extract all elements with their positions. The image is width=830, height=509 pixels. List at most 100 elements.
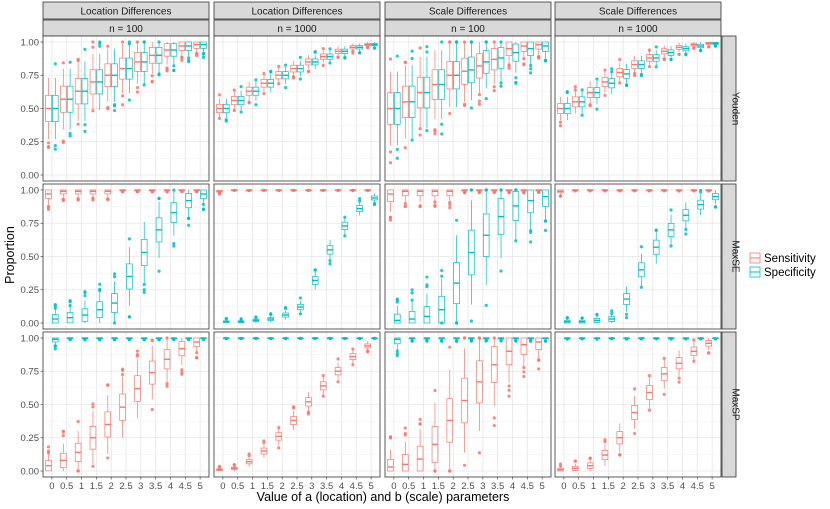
outlier-point bbox=[61, 139, 65, 143]
outlier-point bbox=[410, 291, 414, 295]
outlier-point bbox=[454, 40, 459, 44]
outlier-point bbox=[610, 309, 614, 313]
outlier-point bbox=[358, 336, 362, 341]
outlier-point bbox=[201, 337, 206, 342]
outlier-point bbox=[618, 57, 622, 62]
outlier-point bbox=[112, 272, 117, 276]
outlier-point bbox=[83, 129, 87, 133]
outlier-point bbox=[677, 189, 681, 193]
outlier-point bbox=[187, 216, 191, 221]
outlier-point bbox=[529, 230, 533, 235]
outlier-point bbox=[425, 338, 429, 342]
x-tick-label: 0 bbox=[220, 481, 225, 492]
box-sensitivity bbox=[402, 189, 409, 197]
outlier-point bbox=[492, 40, 496, 44]
outlier-point bbox=[448, 206, 452, 210]
outlier-point bbox=[499, 81, 503, 85]
outlier-point bbox=[298, 312, 302, 316]
outlier-point bbox=[537, 55, 541, 59]
outlier-point bbox=[239, 110, 243, 114]
outlier-point bbox=[336, 357, 340, 361]
outlier-point bbox=[83, 123, 87, 127]
y-tick-label: 1.00 bbox=[21, 185, 40, 196]
outlier-point bbox=[707, 351, 711, 355]
outlier-point bbox=[121, 368, 125, 372]
outlier-point bbox=[507, 388, 511, 392]
outlier-point bbox=[135, 90, 140, 94]
outlier-point bbox=[588, 189, 592, 193]
outlier-point bbox=[403, 426, 407, 430]
outlier-point bbox=[135, 352, 140, 357]
outlier-point bbox=[499, 40, 503, 44]
outlier-point bbox=[53, 306, 57, 310]
x-tick-label: 4.5 bbox=[179, 481, 192, 492]
outlier-point bbox=[172, 244, 176, 248]
outlier-point bbox=[440, 132, 444, 136]
outlier-point bbox=[157, 269, 161, 273]
outlier-point bbox=[677, 380, 681, 384]
outlier-point bbox=[112, 108, 117, 113]
outlier-point bbox=[262, 71, 266, 76]
outlier-point bbox=[68, 60, 72, 64]
outlier-point bbox=[425, 50, 429, 54]
outlier-point bbox=[121, 40, 125, 44]
panel-maxse-0 bbox=[42, 183, 210, 330]
box-sensitivity bbox=[387, 189, 394, 202]
outlier-point bbox=[46, 141, 51, 145]
outlier-point bbox=[106, 44, 110, 48]
x-tick-label: 2.5 bbox=[631, 481, 644, 492]
outlier-point bbox=[83, 291, 87, 295]
outlier-point bbox=[654, 45, 658, 49]
box-sensitivity bbox=[416, 189, 424, 197]
outlier-point bbox=[499, 339, 503, 343]
outlier-point bbox=[321, 47, 325, 51]
outlier-point bbox=[433, 129, 437, 133]
y-tick-label: 0.50 bbox=[21, 252, 40, 263]
panel-border bbox=[384, 331, 552, 478]
x-tick-label: 1.5 bbox=[261, 481, 274, 492]
outlier-point bbox=[135, 349, 140, 353]
outlier-point bbox=[522, 63, 526, 67]
outlier-point bbox=[624, 337, 629, 341]
outlier-point bbox=[603, 189, 607, 193]
outlier-point bbox=[46, 449, 51, 453]
outlier-point bbox=[492, 89, 496, 93]
outlier-point bbox=[440, 268, 444, 273]
outlier-point bbox=[336, 188, 340, 193]
outlier-point bbox=[603, 438, 607, 442]
outlier-point bbox=[201, 202, 206, 207]
outlier-point bbox=[507, 190, 511, 195]
outlier-point bbox=[142, 282, 146, 287]
outlier-point bbox=[558, 464, 563, 468]
outlier-point bbox=[321, 188, 325, 193]
outlier-point bbox=[247, 189, 251, 193]
outlier-point bbox=[440, 321, 444, 325]
outlier-point bbox=[565, 316, 569, 320]
panel-maxse-2 bbox=[384, 183, 552, 330]
row-strip-label: MaxSE bbox=[730, 240, 741, 273]
outlier-point bbox=[403, 60, 407, 64]
outlier-point bbox=[165, 336, 169, 340]
outlier-point bbox=[433, 204, 437, 208]
outlier-point bbox=[425, 45, 429, 49]
outlier-point bbox=[98, 44, 102, 48]
box-sensitivity bbox=[446, 189, 454, 197]
outlier-point bbox=[121, 372, 125, 377]
outlier-point bbox=[707, 45, 711, 49]
outlier-point bbox=[618, 453, 622, 457]
outlier-point bbox=[595, 337, 599, 341]
outlier-point bbox=[180, 189, 184, 194]
outlier-point bbox=[418, 417, 422, 422]
x-tick-label: 2 bbox=[621, 481, 626, 492]
outlier-point bbox=[83, 47, 87, 52]
outlier-point bbox=[669, 337, 673, 341]
outlier-point bbox=[76, 197, 80, 201]
outlier-point bbox=[514, 80, 518, 85]
outlier-point bbox=[662, 356, 666, 361]
outlier-point bbox=[306, 188, 311, 193]
outlier-point bbox=[633, 387, 637, 391]
x-tick-label: 4 bbox=[510, 481, 515, 492]
outlier-point bbox=[692, 359, 696, 363]
outlier-point bbox=[135, 190, 140, 194]
